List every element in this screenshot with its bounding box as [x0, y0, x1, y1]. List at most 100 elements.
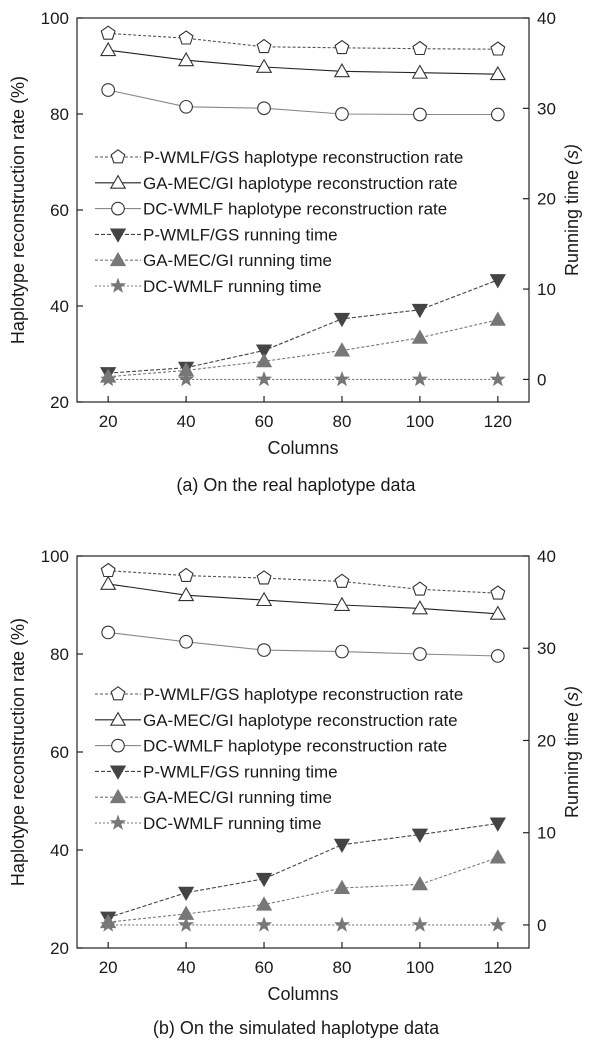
y-right-tick-label: 40 [537, 9, 556, 28]
data-point [255, 353, 273, 368]
data-point [489, 849, 506, 864]
data-point [100, 575, 117, 590]
legend-item: DC-WMLF running time [95, 814, 322, 833]
legend-item: P-WMLF/GS running time [95, 225, 338, 244]
data-point [489, 65, 506, 81]
y-left-tick-label: 40 [50, 297, 69, 316]
legend-item: P-WMLF/GS running time [95, 762, 338, 781]
series-line [108, 822, 498, 919]
series-line [108, 583, 498, 615]
data-point [490, 585, 506, 600]
x-tick-label: 20 [99, 958, 118, 977]
y-right-tick-label: 0 [537, 370, 546, 389]
series-ga-mec-gi-running-time [100, 849, 506, 929]
data-point [412, 40, 428, 56]
data-point [411, 303, 429, 319]
y-left-tick-label: 20 [50, 393, 69, 412]
x-axis-label: Columns [267, 984, 338, 1004]
x-tick-label: 60 [255, 958, 274, 977]
y-left-tick-label: 100 [41, 547, 69, 566]
legend-item: DC-WMLF haplotype reconstruction rate [95, 200, 447, 219]
data-point [256, 371, 273, 387]
legend: P-WMLF/GS haplotype reconstruction rate G… [95, 148, 463, 296]
y-right-tick-label: 30 [537, 99, 556, 118]
data-point [256, 38, 272, 54]
legend-label: GA-MEC/GI haplotype reconstruction rate [143, 711, 458, 730]
legend-label: P-WMLF/GS haplotype reconstruction rate [143, 685, 463, 704]
data-point [177, 586, 195, 602]
data-point [334, 573, 350, 588]
x-tick-label: 80 [333, 412, 352, 431]
data-point [333, 596, 351, 611]
data-point [335, 107, 349, 121]
data-point [411, 64, 429, 79]
series-line [108, 319, 498, 378]
data-point [333, 371, 350, 387]
data-point [101, 625, 116, 640]
data-point [412, 581, 428, 596]
data-point [255, 591, 273, 607]
data-point [179, 99, 193, 114]
data-point [100, 916, 117, 932]
series-p-wmlf-gs-running-time [100, 274, 506, 382]
legend-marker [111, 738, 125, 753]
data-point [333, 916, 350, 932]
y-left-tick-label: 60 [50, 201, 69, 220]
x-tick-label: 40 [177, 412, 196, 431]
data-point [489, 605, 506, 620]
legend-label: DC-WMLF haplotype reconstruction rate [143, 200, 447, 219]
data-point [333, 312, 351, 328]
data-point [489, 916, 506, 932]
data-point [333, 838, 351, 854]
legend-item: DC-WMLF haplotype reconstruction rate [95, 737, 447, 756]
legend-marker [111, 201, 125, 216]
data-point [100, 562, 116, 578]
legend-label: DC-WMLF haplotype reconstruction rate [143, 737, 447, 756]
legend-marker [109, 174, 127, 189]
data-point [334, 39, 350, 55]
data-point [256, 570, 272, 585]
data-point [255, 58, 273, 73]
x-tick-label: 120 [484, 412, 512, 431]
x-tick-label: 60 [255, 412, 274, 431]
series-line [108, 32, 498, 50]
data-point [100, 25, 116, 40]
data-point [335, 644, 349, 659]
legend-label: GA-MEC/GI running time [143, 788, 332, 807]
series-dc-wmlf-haplotype-reconstruction-rate [101, 83, 505, 122]
y-right-axis-label: Running time (s) [562, 144, 582, 276]
y-right-tick-label: 30 [537, 639, 556, 658]
legend-label: DC-WMLF running time [143, 277, 322, 296]
y-left-tick-label: 100 [41, 9, 69, 28]
data-point [100, 371, 117, 387]
series-line [108, 49, 498, 75]
series-ga-mec-gi-haplotype-reconstruction-rate [100, 575, 506, 620]
data-point [489, 817, 506, 832]
legend-marker [110, 149, 126, 164]
data-point [413, 107, 427, 122]
data-point [489, 371, 506, 387]
data-point [411, 916, 428, 932]
data-point [333, 342, 351, 357]
data-point [100, 41, 117, 57]
series-p-wmlf-gs-haplotype-reconstruction-rate [100, 25, 506, 56]
legend-label: DC-WMLF running time [143, 814, 322, 833]
data-point [257, 643, 271, 657]
legend-label: GA-MEC/GI running time [143, 251, 332, 270]
series-line [108, 857, 498, 923]
y-left-tick-label: 20 [50, 939, 69, 958]
series-dc-wmlf-running-time [100, 916, 506, 932]
series-dc-wmlf-running-time [100, 370, 506, 387]
chart-simulated-haplotype: 20 40 60 80 100 120 20 40 60 80 100 0 10 20 30 40 Column… [8, 547, 582, 1004]
x-tick-label: 40 [177, 958, 196, 977]
data-point [178, 30, 194, 45]
data-point [255, 344, 273, 359]
data-point [178, 370, 195, 387]
legend-marker [109, 228, 127, 243]
legend-label: P-WMLF/GS haplotype reconstruction rate [143, 148, 463, 167]
y-right-tick-label: 10 [537, 280, 556, 299]
data-point [413, 647, 427, 661]
legend-marker [109, 814, 127, 830]
legend-item: GA-MEC/GI haplotype reconstruction rate [95, 711, 458, 730]
series-ga-mec-gi-running-time [100, 311, 506, 383]
